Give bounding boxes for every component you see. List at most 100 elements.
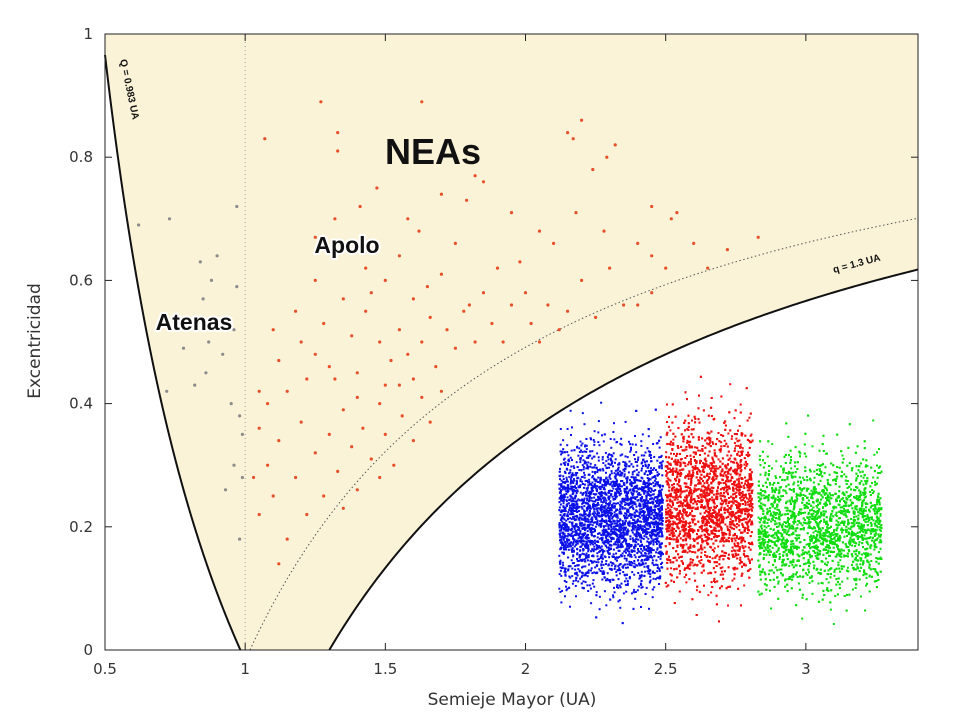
- band-point: [595, 466, 598, 469]
- band-point: [659, 456, 662, 458]
- band-point: [581, 412, 584, 415]
- band-point: [575, 501, 578, 504]
- band-point: [583, 540, 586, 543]
- band-point: [586, 487, 589, 490]
- band-point: [652, 539, 655, 542]
- band-point: [613, 502, 616, 505]
- band-point: [600, 500, 603, 503]
- band-point: [646, 447, 649, 450]
- band-point: [584, 483, 586, 486]
- band-point: [593, 539, 596, 542]
- band-point: [593, 560, 596, 563]
- band-point: [576, 558, 578, 560]
- band-point: [651, 559, 654, 562]
- band-point: [602, 492, 605, 495]
- band-point: [562, 523, 565, 526]
- band-point: [583, 534, 585, 536]
- band-point: [744, 500, 746, 503]
- band-point: [739, 556, 742, 559]
- band-point: [639, 539, 642, 542]
- band-point: [615, 478, 618, 481]
- band-point: [646, 504, 649, 507]
- band-point: [587, 548, 590, 551]
- band-point: [583, 462, 586, 465]
- band-point: [670, 574, 673, 577]
- band-point: [609, 561, 612, 564]
- band-point: [639, 535, 642, 538]
- band-point: [732, 502, 735, 505]
- band-point: [599, 493, 602, 496]
- band-point: [726, 510, 729, 513]
- band-point: [596, 536, 599, 539]
- band-point: [563, 513, 566, 515]
- band-point: [713, 502, 716, 505]
- band-point: [579, 577, 582, 580]
- band-point: [595, 478, 598, 481]
- band-point: [598, 558, 601, 560]
- band-point: [637, 532, 640, 535]
- band-point: [641, 496, 643, 499]
- band-point: [668, 478, 671, 481]
- band-point: [605, 466, 608, 469]
- band-point: [624, 507, 627, 510]
- band-point: [643, 492, 646, 495]
- band-point: [575, 523, 577, 526]
- band-point: [572, 497, 574, 500]
- band-point: [568, 506, 571, 509]
- band-point: [559, 563, 562, 565]
- band-point: [588, 481, 591, 484]
- band-point: [638, 564, 641, 567]
- band-point: [594, 480, 597, 483]
- band-point: [596, 471, 599, 473]
- band-point: [634, 538, 637, 541]
- band-point: [654, 477, 657, 480]
- band-point: [736, 517, 739, 520]
- band-point: [567, 556, 570, 559]
- band-point: [596, 452, 599, 455]
- band-point: [648, 512, 651, 515]
- band-point: [592, 530, 595, 533]
- band-point: [644, 485, 647, 488]
- band-point: [677, 471, 679, 474]
- band-point: [571, 459, 573, 461]
- band-point: [612, 548, 615, 551]
- band-point: [590, 542, 593, 545]
- band-point: [574, 585, 577, 587]
- band-point: [625, 557, 628, 560]
- band-point: [585, 547, 588, 549]
- band-point: [656, 471, 659, 474]
- band-point: [647, 528, 650, 530]
- band-point: [644, 593, 647, 595]
- band-point: [638, 525, 641, 528]
- band-point: [631, 504, 634, 507]
- band-point: [579, 491, 582, 494]
- band-point: [656, 537, 659, 540]
- band-point: [561, 509, 564, 512]
- band-point: [640, 507, 643, 510]
- band-point: [568, 586, 571, 589]
- band-point: [628, 502, 631, 505]
- band-point: [653, 508, 656, 511]
- band-point: [689, 440, 692, 443]
- band-point: [596, 558, 599, 561]
- band-point: [613, 568, 616, 570]
- band-point: [649, 494, 651, 497]
- band-point: [700, 551, 703, 554]
- band-point: [605, 562, 607, 565]
- band-point: [626, 456, 629, 459]
- band-point: [630, 592, 633, 595]
- band-point: [637, 499, 640, 502]
- band-point: [654, 505, 657, 508]
- band-point: [622, 468, 625, 471]
- band-point: [603, 572, 605, 575]
- band-point: [563, 458, 565, 461]
- band-point: [565, 476, 568, 479]
- band-point: [582, 580, 585, 583]
- band-point: [634, 543, 637, 546]
- band-point: [582, 543, 584, 546]
- band-point: [607, 504, 610, 507]
- band-point: [627, 503, 630, 506]
- band-point: [609, 511, 612, 514]
- band-point: [593, 500, 596, 503]
- band-point: [608, 540, 611, 543]
